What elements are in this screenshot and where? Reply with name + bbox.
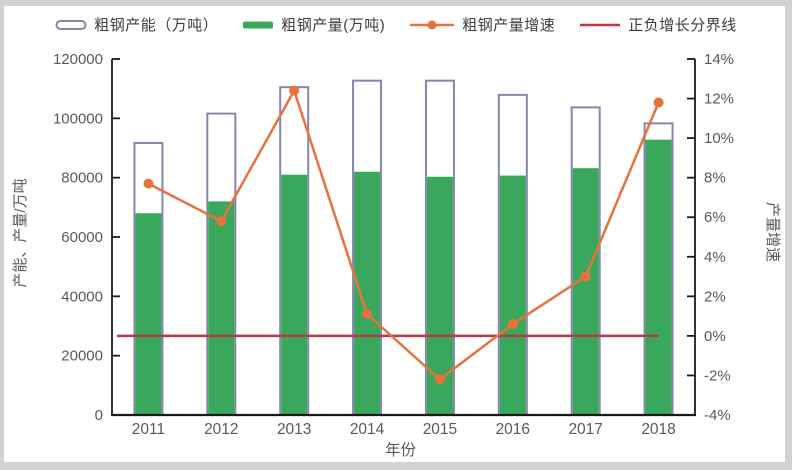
growth-point-2014: [362, 309, 373, 320]
y-left-tick-label: 80000: [61, 170, 103, 187]
x-axis-title: 年份: [385, 441, 417, 459]
y-left-tick-label: 20000: [61, 348, 103, 365]
growth-point-2011: [143, 178, 154, 189]
y-right-tick-label: 14%: [704, 51, 734, 68]
x-tick-label-2011: 2011: [132, 421, 165, 438]
y-axis-right-title: 产量增速: [764, 202, 781, 262]
bar-production-2014: [354, 171, 381, 415]
y-axis-left-title: 产能、产量/万吨: [12, 178, 29, 287]
x-tick-label-2018: 2018: [641, 421, 675, 438]
x-tick-label-2012: 2012: [204, 421, 238, 438]
y-right-tick-label: 2%: [704, 288, 726, 305]
legend-label-capacity: 粗钢产能（万吨）: [94, 17, 219, 34]
legend-label-boundary: 正负增长分界线: [628, 17, 737, 34]
y-left-tick-label: 100000: [53, 110, 103, 127]
y-right-tick-label: -4%: [704, 407, 731, 424]
legend: 粗钢产能（万吨） 粗钢产量(万吨) 粗钢产量增速 正负增长分界线: [0, 14, 792, 35]
bar-production-2013: [281, 174, 308, 415]
y-right-tick-label: 12%: [704, 91, 734, 108]
x-tick-label-2017: 2017: [568, 421, 602, 438]
x-tick-label-2016: 2016: [496, 421, 530, 438]
y-left-tick-label: 40000: [61, 288, 103, 305]
growth-line: [147, 87, 660, 382]
y-right-tick-label: -2%: [704, 367, 731, 384]
legend-item-capacity: 粗钢产能（万吨）: [55, 14, 218, 35]
x-tick-label-2013: 2013: [277, 421, 311, 438]
capacity-bar-marker-icon: [55, 19, 87, 30]
production-bar-marker-icon: [243, 21, 274, 28]
y-left-tick-label: 120000: [53, 51, 103, 68]
y-right-tick-label: 8%: [704, 170, 726, 187]
legend-label-production: 粗钢产量(万吨): [281, 17, 386, 34]
growth-point-2018: [653, 97, 664, 108]
bar-production-2017: [572, 168, 599, 415]
growth-line-marker-icon: [410, 20, 455, 29]
y-right-tick-label: 4%: [704, 249, 726, 266]
legend-item-production: 粗钢产量(万吨): [242, 14, 385, 35]
y-left-tick-label: 0: [95, 407, 103, 424]
y-right-tick-label: 10%: [704, 130, 734, 147]
x-tick-label-2014: 2014: [350, 421, 385, 438]
legend-item-boundary: 正负增长分界线: [579, 14, 737, 35]
legend-item-growth: 粗钢产量增速: [409, 14, 555, 35]
legend-label-growth: 粗钢产量增速: [462, 17, 556, 34]
bar-production-2018: [645, 139, 672, 415]
bar-production-2016: [499, 175, 526, 415]
growth-point-2017: [580, 271, 591, 282]
growth-point-2016: [507, 319, 518, 330]
growth-point-2012: [216, 216, 227, 227]
y-left-tick-label: 60000: [61, 229, 103, 246]
growth-point-2015: [434, 374, 445, 385]
growth-point-2013: [289, 85, 300, 96]
x-tick-label-2015: 2015: [423, 421, 457, 438]
bar-production-2012: [208, 201, 235, 415]
y-right-tick-label: 0%: [704, 328, 726, 345]
y-right-tick-label: 6%: [704, 209, 726, 226]
boundary-line-marker-icon: [580, 23, 621, 26]
bar-production-2011: [135, 213, 162, 415]
